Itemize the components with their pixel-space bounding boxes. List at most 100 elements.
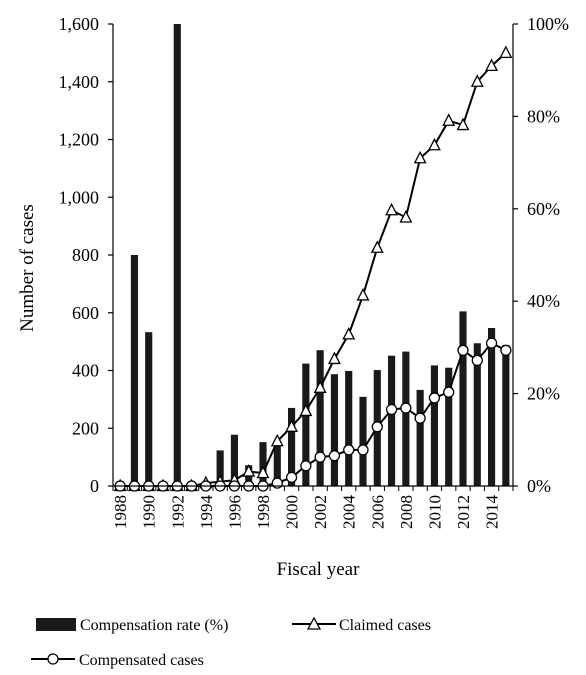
point-compensated-cases-2007 xyxy=(385,403,398,416)
legend-label-claimed-cases: Claimed cases xyxy=(339,617,431,634)
bar-1990 xyxy=(145,332,153,486)
point-claimed-cases-2010 xyxy=(427,137,441,151)
x-tick-label-1988: 1988 xyxy=(111,495,130,529)
x-tick-label-2004: 2004 xyxy=(340,495,359,530)
point-compensated-cases-2009 xyxy=(414,412,426,424)
y-tick-label-right-60: 60% xyxy=(527,199,560,219)
legend: Compensation rate (%) Claimed cases Comp… xyxy=(31,616,431,669)
point-compensated-cases-2001 xyxy=(300,460,312,472)
bar-1999 xyxy=(273,445,281,486)
legend-marker-triangle xyxy=(306,616,322,630)
point-claimed-cases-1999 xyxy=(270,433,284,447)
point-claimed-cases-2014 xyxy=(485,58,499,72)
point-claimed-cases-2011 xyxy=(442,113,456,126)
x-tick-label-1996: 1996 xyxy=(225,495,244,529)
bar-2012 xyxy=(459,311,467,486)
x-tick-label-2006: 2006 xyxy=(368,495,387,529)
y-tick-label-right-0: 0% xyxy=(527,476,551,496)
y-tick-label-right-100: 100% xyxy=(527,14,569,34)
y-tick-label-right-40: 40% xyxy=(527,291,560,311)
bar-1992 xyxy=(173,24,181,486)
bar-2009 xyxy=(416,389,424,486)
y-tick-label-left-1200: 1,200 xyxy=(59,130,100,150)
legend-label-compensation-rate: Compensation rate (%) xyxy=(80,617,228,634)
bar-2013 xyxy=(473,343,481,486)
legend-swatch-compensation-rate xyxy=(36,618,76,631)
point-claimed-cases-2002 xyxy=(313,380,327,393)
bar-1995 xyxy=(216,450,224,486)
x-tick-label-2008: 2008 xyxy=(397,495,416,529)
point-claimed-cases-2008 xyxy=(399,210,413,223)
point-compensated-cases-2012 xyxy=(457,344,469,356)
y-tick-label-left-800: 800 xyxy=(72,245,99,265)
point-claimed-cases-2005 xyxy=(356,288,370,301)
point-compensated-cases-2006 xyxy=(371,421,383,433)
y-tick-label-left-0: 0 xyxy=(90,476,99,496)
point-compensated-cases-2014 xyxy=(485,337,498,349)
point-claimed-cases-2013 xyxy=(470,74,484,87)
bar-1998 xyxy=(259,442,267,486)
bar-2003 xyxy=(330,374,338,486)
point-compensated-cases-2013 xyxy=(471,354,483,367)
point-compensated-cases-2005 xyxy=(357,444,369,456)
point-compensated-cases-2003 xyxy=(328,450,341,462)
x-axis-title: Fiscal year xyxy=(277,559,361,580)
bar-2007 xyxy=(388,355,396,486)
bar-2008 xyxy=(402,351,410,486)
bar-1996 xyxy=(230,434,238,486)
point-claimed-cases-2003 xyxy=(327,351,341,365)
y-tick-label-left-1000: 1,000 xyxy=(59,187,100,207)
bar-2001 xyxy=(302,363,310,486)
point-claimed-cases-2004 xyxy=(342,326,356,340)
point-claimed-cases-2007 xyxy=(385,202,399,216)
x-tick-label-1994: 1994 xyxy=(197,495,216,530)
point-claimed-cases-2009 xyxy=(413,150,427,164)
bar-2002 xyxy=(316,350,324,486)
point-claimed-cases-2006 xyxy=(370,240,384,253)
bars-layer xyxy=(130,24,510,486)
bar-2000 xyxy=(288,407,296,486)
x-tick-label-2000: 2000 xyxy=(283,495,302,529)
point-compensated-cases-2015 xyxy=(500,344,512,356)
y-tick-label-left-1600: 1,600 xyxy=(59,14,100,34)
point-compensated-cases-1999 xyxy=(271,477,283,489)
x-tick-label-1990: 1990 xyxy=(140,495,159,529)
point-compensated-cases-2011 xyxy=(443,386,455,398)
y-tick-label-right-20: 20% xyxy=(527,384,560,404)
y-tick-label-left-600: 600 xyxy=(72,303,99,323)
x-tick-label-1992: 1992 xyxy=(168,495,187,529)
point-compensated-cases-2010 xyxy=(428,392,441,404)
point-compensated-cases-2000 xyxy=(285,471,298,483)
point-compensated-cases-2008 xyxy=(400,402,412,414)
point-claimed-cases-1998 xyxy=(256,465,270,479)
legend-label-compensated-cases: Compensated cases xyxy=(79,652,204,669)
bar-2015 xyxy=(502,345,510,486)
y-tick-label-left-1400: 1,400 xyxy=(59,72,100,92)
x-tick-label-2010: 2010 xyxy=(425,495,444,529)
x-tick-label-2002: 2002 xyxy=(311,495,330,529)
x-tick-label-1998: 1998 xyxy=(254,495,273,529)
legend-marker-circle xyxy=(47,653,59,665)
point-claimed-cases-2001 xyxy=(299,403,313,417)
axes-layer: 0 200 400 600 800 1,000 1,200 1,400 1,600 0% 20% 40… xyxy=(59,14,570,529)
bar-2005 xyxy=(359,396,367,486)
point-compensated-cases-2004 xyxy=(343,444,355,456)
y-axis-title: Number of cases xyxy=(17,204,38,332)
y-tick-label-left-400: 400 xyxy=(72,361,99,381)
point-compensated-cases-2002 xyxy=(314,451,326,463)
bar-2004 xyxy=(345,370,353,486)
point-claimed-cases-1997 xyxy=(242,464,256,477)
y-tick-label-left-200: 200 xyxy=(72,418,99,438)
point-claimed-cases-2015 xyxy=(499,45,513,59)
bar-1989 xyxy=(130,255,138,486)
y-tick-label-right-80: 80% xyxy=(527,106,560,126)
bar-2010 xyxy=(430,365,438,486)
bar-2014 xyxy=(488,327,496,486)
x-tick-label-2012: 2012 xyxy=(454,495,473,529)
bar-2011 xyxy=(445,367,453,486)
point-claimed-cases-2000 xyxy=(285,419,299,432)
x-tick-label-2014: 2014 xyxy=(483,494,502,529)
point-claimed-cases-2012 xyxy=(456,117,470,131)
